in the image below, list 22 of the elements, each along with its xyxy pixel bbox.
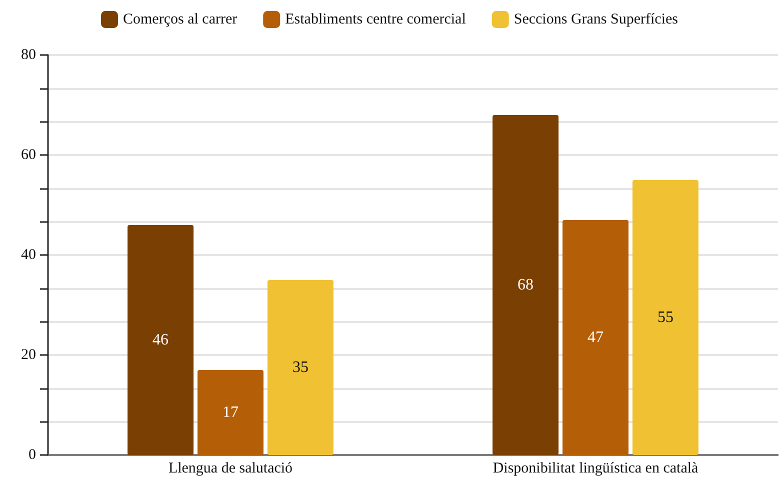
bar — [562, 220, 628, 455]
legend-label: Comerços al carrer — [123, 12, 238, 28]
y-tick-label: 40 — [21, 247, 36, 263]
data-label: 47 — [588, 329, 604, 346]
bar — [128, 225, 194, 455]
x-tick-label: Disponibilitat lingüística en català — [492, 460, 699, 476]
bar — [267, 280, 334, 455]
x-tick-label: Llengua de salutació — [168, 460, 293, 476]
y-tick-label: 0 — [28, 447, 36, 463]
data-label: 35 — [292, 359, 308, 376]
y-tick-label: 20 — [21, 347, 36, 363]
bar — [632, 180, 698, 455]
legend-label: Seccions Grans Superfícies — [514, 12, 678, 28]
data-label: 17 — [222, 404, 238, 421]
y-tick-label: 80 — [21, 47, 36, 63]
y-tick-label: 60 — [21, 147, 36, 163]
legend-label: Establiments centre comercial — [285, 12, 466, 28]
data-label: 46 — [152, 332, 169, 348]
bar — [492, 115, 559, 455]
bar — [198, 370, 264, 455]
data-label: 55 — [657, 309, 674, 326]
data-label: 68 — [518, 276, 534, 294]
